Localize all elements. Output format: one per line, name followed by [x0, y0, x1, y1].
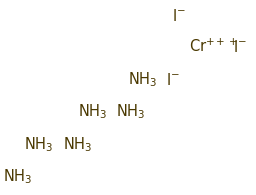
Text: Cr$^{+++}$: Cr$^{+++}$ [189, 38, 239, 55]
Text: I$^{-}$: I$^{-}$ [233, 39, 247, 55]
Text: NH$_{3}$: NH$_{3}$ [24, 135, 54, 154]
Text: NH$_{3}$: NH$_{3}$ [128, 71, 157, 89]
Text: I$^{-}$: I$^{-}$ [166, 72, 180, 88]
Text: NH$_{3}$: NH$_{3}$ [78, 103, 107, 121]
Text: I$^{-}$: I$^{-}$ [172, 8, 186, 24]
Text: NH$_{3}$: NH$_{3}$ [116, 103, 146, 121]
Text: NH$_{3}$: NH$_{3}$ [3, 167, 32, 186]
Text: NH$_{3}$: NH$_{3}$ [63, 135, 93, 154]
